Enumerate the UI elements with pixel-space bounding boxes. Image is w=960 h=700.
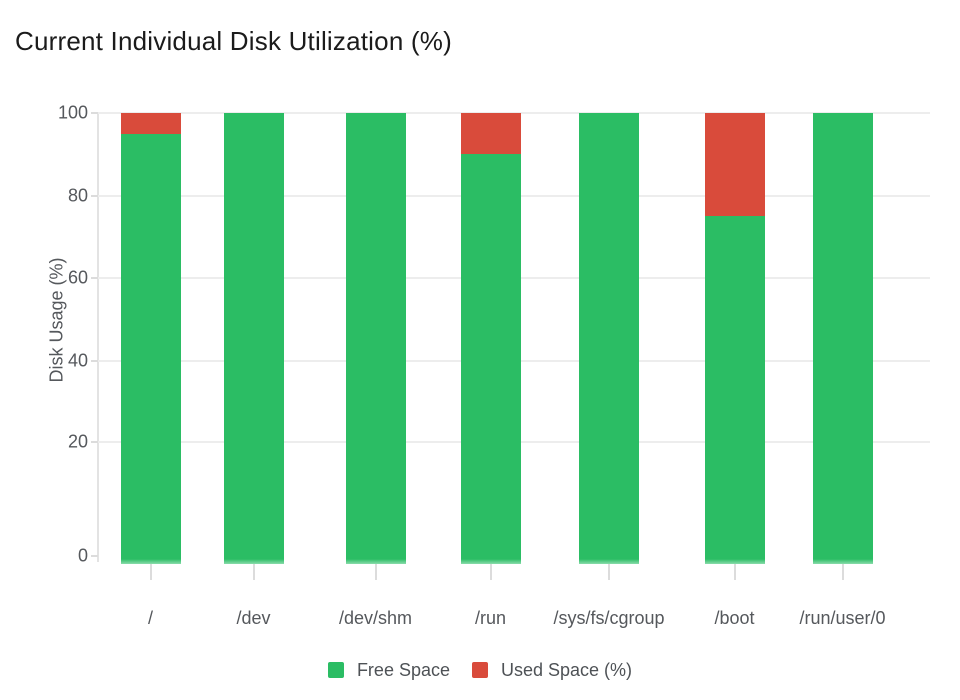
x-category-label: /run	[474, 608, 507, 628]
legend: Free Space Used Space (%)	[0, 654, 960, 686]
bar-segment-free[interactable]	[460, 154, 521, 564]
x-category-label: /dev	[236, 608, 271, 628]
legend-item-free-space[interactable]: Free Space	[327, 659, 450, 681]
legend-label: Used Space (%)	[501, 659, 633, 680]
y-tick-mark-40	[91, 359, 98, 362]
chart-title: Current Individual Disk Utilization (%)	[15, 26, 452, 56]
y-tick-mark-80	[91, 194, 98, 197]
x-category-label: /	[147, 608, 154, 628]
bar-segment-free[interactable]	[120, 133, 181, 564]
y-tick-label-20: 20	[67, 431, 88, 452]
x-category-label: /boot	[714, 608, 755, 628]
bar-segment-free[interactable]	[579, 113, 639, 564]
bar-segment-free[interactable]	[223, 113, 284, 564]
x-tick-mark	[374, 564, 377, 580]
legend-swatch-icon	[472, 662, 488, 678]
y-tick-mark-20	[91, 441, 98, 443]
x-tick-mark	[608, 564, 610, 580]
y-tick-label-0: 0	[77, 545, 88, 566]
bar-segment-used[interactable]	[704, 113, 765, 217]
y-axis-line	[97, 113, 99, 562]
x-tick-mark	[733, 564, 736, 580]
bar-segment-free[interactable]	[345, 113, 406, 564]
y-tick-label-60: 60	[67, 267, 88, 288]
legend-label: Free Space	[356, 659, 450, 680]
bar-segment-used[interactable]	[460, 113, 521, 155]
legend-item-used-space[interactable]: Used Space (%)	[472, 660, 632, 681]
legend-swatch-icon	[327, 662, 344, 678]
x-category-label: /dev/shm	[338, 608, 413, 628]
bar-segment-free[interactable]	[812, 113, 873, 564]
y-axis-title: Disk Usage (%)	[46, 257, 67, 383]
x-tick-mark	[489, 564, 492, 580]
y-tick-mark-60	[91, 277, 98, 279]
bar-segment-used[interactable]	[120, 113, 181, 134]
y-tick-label-40: 40	[67, 350, 88, 370]
x-category-label: /run/user/0	[799, 608, 886, 628]
y-tick-mark-0	[91, 555, 98, 557]
x-category-label: /sys/fs/cgroup	[553, 608, 665, 628]
x-tick-mark	[149, 564, 152, 580]
bar-segment-free[interactable]	[704, 216, 765, 564]
y-tick-label-100: 100	[57, 102, 88, 123]
y-tick-mark-100	[91, 112, 98, 114]
y-tick-label-80: 80	[67, 185, 88, 205]
x-tick-mark	[841, 564, 844, 580]
x-tick-mark	[252, 564, 255, 580]
